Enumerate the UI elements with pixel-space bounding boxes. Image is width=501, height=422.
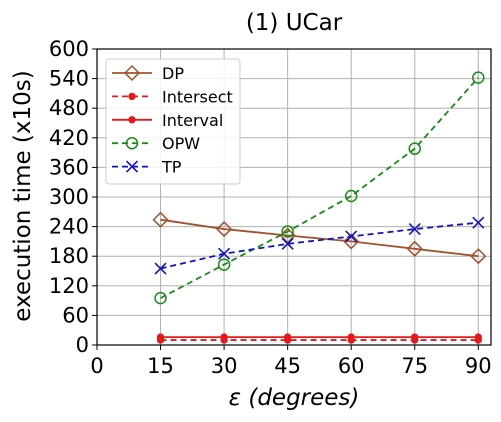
y-tick-label: 0 [76,333,89,357]
data-point [154,291,167,305]
data-point [281,225,294,238]
y-tick-label: 60 [62,303,89,327]
series-dp [152,211,487,265]
data-point [408,223,421,236]
legend-entry: Interval [112,111,223,130]
data-point [217,258,231,271]
x-tick-label: 60 [338,354,365,378]
x-tick-label: 75 [401,354,428,378]
series-line [160,221,479,270]
data-point [220,333,228,341]
y-tick-label: 480 [49,96,89,120]
data-point [154,262,167,275]
data-point [411,333,419,341]
y-tick-label: 600 [49,37,89,61]
data-point [218,247,231,260]
x-tick-label: 30 [211,354,238,378]
x-axis-label-symbol: ε [229,385,241,411]
x-axis-label-text: (degrees) [248,385,359,411]
data-point [345,230,358,243]
x-axis-label: ε (degrees) [229,385,360,411]
data-point [474,333,482,341]
data-point [408,142,421,155]
data-point [347,333,355,341]
legend-marker [125,136,139,150]
y-tick-label: 240 [49,215,89,239]
data-point [406,240,423,257]
legend: DP Intersect Interval OPW TP [105,58,241,185]
series-interval [156,333,482,341]
x-tick-label: 0 [90,354,103,378]
y-axis-label: execution time (x10s) [10,70,36,321]
data-point [156,333,165,341]
series-tp [154,216,485,275]
legend-label: Interval [162,111,223,130]
legend-marker [123,64,141,82]
data-point [283,333,292,341]
data-point [472,216,485,229]
legend-entry: OPW [112,134,200,153]
x-tick-label: 15 [147,354,174,378]
legend-label: Intersect [162,87,233,106]
x-tick-label: 90 [465,354,492,378]
legend-entry: TP [112,158,182,177]
y-tick-label: 300 [49,185,89,209]
series-line [160,218,479,258]
legend-marker [128,116,136,124]
data-point [472,71,485,84]
y-tick-label: 540 [49,67,89,91]
legend-label: OPW [162,134,200,153]
y-tick-label: 120 [49,274,89,298]
series-line [160,77,479,299]
legend-entry: DP [112,64,184,83]
legend-marker [125,160,139,173]
data-point [152,211,169,228]
data-point [216,221,233,238]
series-opw [154,71,485,305]
data-point [281,237,294,250]
legend-entry: Intersect [112,87,233,106]
legend-marker [128,92,136,101]
x-tick-label: 45 [274,354,301,378]
y-tick-label: 180 [49,244,89,268]
legend-label: DP [162,64,184,83]
tick-layer: 0 15 30 45 60 75 90 0 60 120 180 240 300 360 420 480 540… [49,37,492,378]
y-tick-label: 360 [49,155,89,179]
legend-label: TP [161,158,182,177]
y-tick-label: 420 [49,126,89,150]
data-point [343,233,360,250]
series-layer [152,71,487,344]
data-point [344,189,358,203]
data-point [470,248,487,265]
chart-title: (1) UCar [246,10,343,36]
legend-box [105,58,241,185]
